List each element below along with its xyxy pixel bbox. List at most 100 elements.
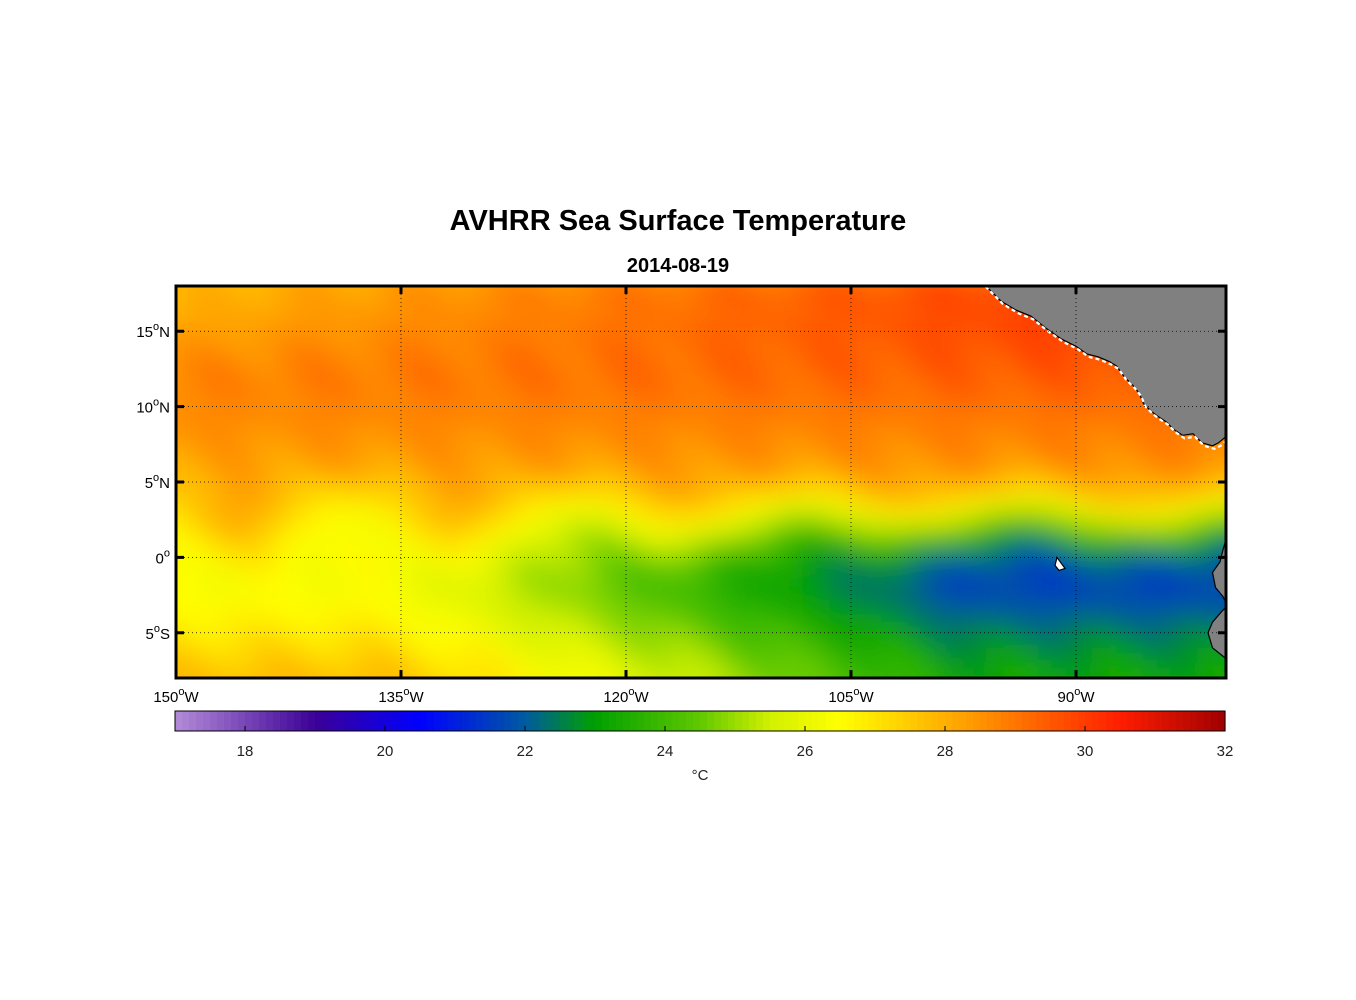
sst-cell <box>251 376 279 393</box>
sst-cell <box>487 391 515 408</box>
sst-cell <box>749 527 778 544</box>
colorbar-segment <box>427 711 435 731</box>
sst-cell <box>1169 632 1198 649</box>
sst-cell <box>881 512 909 529</box>
sst-cell <box>277 466 305 483</box>
sst-cell <box>1091 678 1118 694</box>
colorbar-segment <box>455 711 463 731</box>
sst-cell <box>986 346 1014 363</box>
sst-cell <box>329 617 358 634</box>
sst-cell <box>854 346 883 363</box>
sst-cell <box>408 331 436 348</box>
sst-cell <box>828 316 856 333</box>
colorbar-segment <box>350 711 358 731</box>
sst-cell <box>1012 451 1040 468</box>
colorbar-segment <box>903 711 911 731</box>
sst-cell <box>329 662 358 678</box>
sst-cell <box>1143 587 1171 604</box>
sst-cell <box>434 632 463 649</box>
sst-cell <box>1249 618 1276 634</box>
sst-cell <box>198 662 226 678</box>
sst-cell <box>671 331 699 348</box>
colorbar-segment <box>434 711 442 731</box>
sst-cell <box>198 557 226 574</box>
sst-cell <box>539 527 568 544</box>
sst-cell <box>933 647 961 664</box>
sst-cell <box>1012 527 1040 544</box>
sst-cell <box>671 647 699 664</box>
sst-cell <box>671 557 699 574</box>
sst-cell <box>303 301 331 318</box>
colorbar-segment <box>833 711 841 731</box>
sst-cell <box>277 331 305 348</box>
sst-cell <box>933 376 961 393</box>
sst-cell <box>1091 602 1119 619</box>
sst-cell <box>303 451 331 468</box>
sst-cell <box>487 647 515 664</box>
sst-cell <box>566 421 594 438</box>
colorbar-segment <box>770 711 778 731</box>
sst-cell <box>592 512 620 529</box>
sst-cell <box>408 436 436 453</box>
sst-cell <box>329 602 358 619</box>
colorbar-segment <box>630 711 638 731</box>
sst-cell <box>356 406 384 423</box>
sst-cell <box>1222 451 1226 468</box>
sst-cell <box>1169 572 1198 589</box>
sst-cell <box>539 662 568 678</box>
sst-cell <box>907 647 935 664</box>
sst-cell <box>329 542 358 559</box>
sst-cell <box>933 316 961 333</box>
sst-cell <box>933 406 961 423</box>
sst-cell <box>408 602 436 619</box>
sst-cell <box>749 662 778 678</box>
sst-cell <box>592 466 620 483</box>
sst-cell <box>303 286 331 303</box>
sst-cell <box>959 286 988 303</box>
sst-cell <box>959 617 988 634</box>
sst-cell <box>723 316 751 333</box>
sst-cell <box>277 406 305 423</box>
colorbar-segment <box>1106 711 1114 731</box>
sst-cell <box>618 572 646 589</box>
sst-cell <box>176 301 200 318</box>
sst-cell <box>382 406 410 423</box>
sst-cell <box>1012 376 1040 393</box>
sst-cell <box>303 602 331 619</box>
sst-cell <box>749 572 778 589</box>
colorbar-segment <box>189 711 197 731</box>
colorbar-segment <box>567 711 575 731</box>
sst-cell <box>513 542 541 559</box>
sst-cell <box>671 632 699 649</box>
sst-cell <box>986 572 1014 589</box>
sst-cell <box>1143 602 1171 619</box>
sst-cell <box>329 346 358 363</box>
sst-cell <box>776 542 804 559</box>
sst-cell <box>986 512 1014 529</box>
sst-cell <box>723 451 751 468</box>
sst-cell <box>1143 617 1171 634</box>
sst-cell <box>251 497 279 514</box>
sst-cell <box>408 301 436 318</box>
sst-cell <box>1064 482 1093 499</box>
sst-cell <box>566 466 594 483</box>
sst-cell <box>1091 376 1119 393</box>
sst-cell <box>382 527 410 544</box>
colorbar-tick-label: 28 <box>937 743 954 760</box>
sst-cell <box>644 421 673 438</box>
sst-cell <box>749 557 778 574</box>
sst-cell <box>434 376 463 393</box>
sst-cell <box>329 421 358 438</box>
sst-cell <box>749 602 778 619</box>
sst-cell <box>408 647 436 664</box>
sst-cell <box>513 647 541 664</box>
sst-cell <box>828 632 856 649</box>
sst-cell <box>959 497 988 514</box>
colorbar-segment <box>679 711 687 731</box>
sst-cell <box>1038 527 1066 544</box>
sst-cell <box>1169 542 1198 559</box>
sst-cell <box>198 497 226 514</box>
sst-cell <box>356 482 384 499</box>
sst-cell <box>933 632 961 649</box>
sst-cell <box>461 451 489 468</box>
